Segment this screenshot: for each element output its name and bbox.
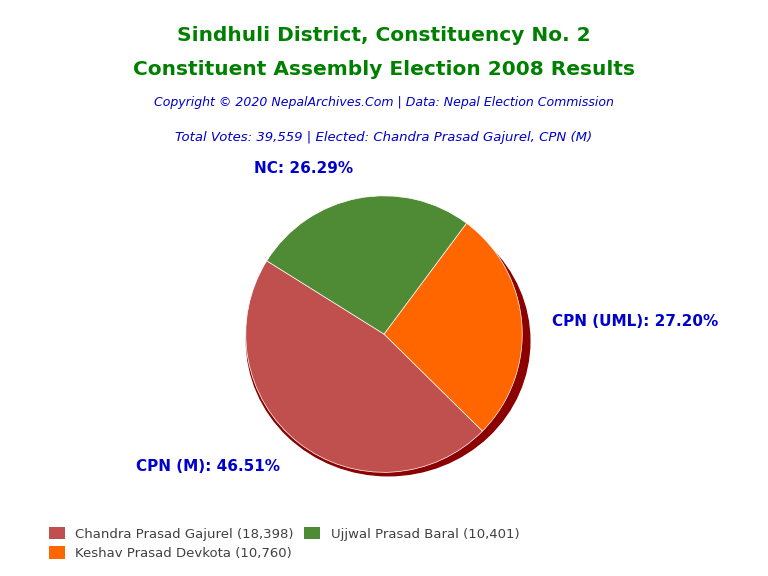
Text: Sindhuli District, Constituency No. 2: Sindhuli District, Constituency No. 2 bbox=[177, 26, 591, 45]
Text: Copyright © 2020 NepalArchives.Com | Data: Nepal Election Commission: Copyright © 2020 NepalArchives.Com | Dat… bbox=[154, 96, 614, 109]
Wedge shape bbox=[384, 223, 522, 431]
Wedge shape bbox=[266, 196, 466, 334]
Text: CPN (UML): 27.20%: CPN (UML): 27.20% bbox=[552, 314, 718, 329]
Text: CPN (M): 46.51%: CPN (M): 46.51% bbox=[135, 459, 280, 474]
Text: Constituent Assembly Election 2008 Results: Constituent Assembly Election 2008 Resul… bbox=[133, 60, 635, 79]
Text: NC: 26.29%: NC: 26.29% bbox=[253, 161, 353, 176]
Legend: Chandra Prasad Gajurel (18,398), Keshav Prasad Devkota (10,760), Ujjwal Prasad B: Chandra Prasad Gajurel (18,398), Keshav … bbox=[45, 523, 523, 564]
Ellipse shape bbox=[247, 206, 530, 476]
Wedge shape bbox=[246, 261, 482, 472]
Text: Total Votes: 39,559 | Elected: Chandra Prasad Gajurel, CPN (M): Total Votes: 39,559 | Elected: Chandra P… bbox=[175, 131, 593, 145]
